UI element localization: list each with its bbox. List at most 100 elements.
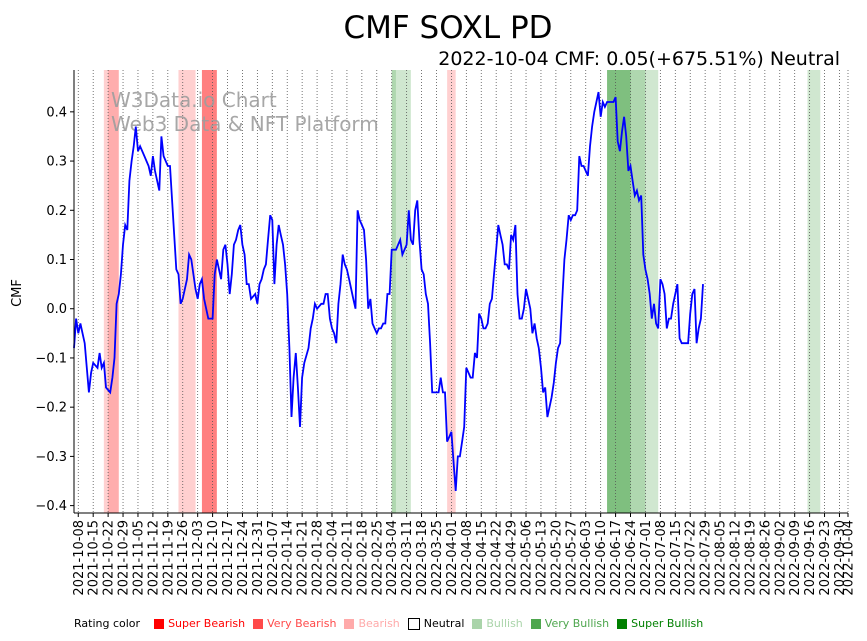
legend-swatch [617, 618, 628, 629]
x-tick-label: 2022-04-15 [475, 520, 490, 596]
x-tick-label: 2022-01-28 [311, 520, 326, 596]
x-tick-label: 2021-12-31 [251, 520, 266, 596]
y-axis-ticks: −0.4 −0.3 −0.2 −0.1 0.0 0.1 0.2 0.3 0.4 [35, 105, 74, 514]
legend-item: Super Bearish [154, 617, 245, 630]
legend-item: Very Bearish [253, 617, 336, 630]
rating-band [395, 70, 411, 513]
y-tick-label: 0.0 [46, 302, 67, 317]
x-tick-label: 2022-08-26 [758, 520, 773, 596]
x-tick-label: 2021-10-15 [87, 520, 102, 596]
rating-band [607, 70, 631, 513]
x-tick-label: 2022-07-01 [639, 520, 654, 596]
axes [73, 70, 848, 514]
rating-band [201, 70, 217, 513]
legend-item: Bearish [344, 617, 400, 630]
vertical-grid [77, 70, 849, 513]
x-tick-label: 2022-04-29 [505, 520, 520, 596]
x-tick-label: 2022-02-04 [326, 520, 341, 596]
x-tick-label: 2022-02-11 [340, 520, 355, 596]
x-tick-label: 2021-10-22 [102, 520, 117, 596]
legend-item: Very Bullish [530, 617, 609, 630]
x-tick-label: 2021-12-10 [206, 520, 221, 596]
x-tick-label: 2022-06-10 [594, 520, 609, 596]
x-tick-label: 2022-07-15 [669, 520, 684, 596]
x-tick-label: 2022-09-02 [773, 520, 788, 596]
legend-swatch [253, 618, 264, 629]
rating-band [807, 70, 821, 513]
y-tick-label: −0.3 [35, 450, 67, 465]
x-tick-label: 2021-10-29 [117, 520, 132, 596]
y-tick-label: −0.4 [35, 499, 67, 514]
legend-items: Super Bearish Very Bearish Bearish Neutral B… [154, 617, 711, 630]
y-tick-label: 0.2 [46, 204, 67, 219]
legend-item-label: Super Bullish [631, 617, 704, 630]
x-tick-label: 2022-09-09 [788, 520, 803, 596]
x-tick-label: 2022-03-04 [385, 520, 400, 596]
x-tick-label: 2021-12-03 [191, 520, 206, 596]
rating-band [447, 70, 456, 513]
x-tick-label: 2022-04-01 [445, 520, 460, 596]
x-tick-label: 2021-12-17 [221, 520, 236, 596]
x-tick-label: 2022-09-30 [833, 520, 848, 596]
legend-item-label: Bullish [486, 617, 523, 630]
rating-band [391, 70, 396, 513]
x-tick-label: 2022-05-13 [534, 520, 549, 596]
x-tick-label: 2022-07-22 [684, 520, 699, 596]
x-tick-label: 2022-06-24 [624, 520, 639, 596]
rating-bands [103, 70, 821, 513]
watermark: W3Data.io Chart Web3 Data & NFT Platform [111, 88, 379, 136]
legend-item-label: Super Bearish [168, 617, 246, 630]
x-tick-label: 2022-07-29 [699, 520, 714, 596]
x-tick-label: 2022-08-12 [728, 520, 743, 596]
legend-item-label: Very Bearish [267, 617, 337, 630]
x-tick-label: 2022-03-18 [415, 520, 430, 596]
x-tick-label: 2022-06-17 [609, 520, 624, 596]
x-tick-label: 2022-08-05 [714, 520, 729, 596]
x-tick-label: 2021-10-08 [72, 520, 87, 596]
x-tick-label: 2021-11-05 [131, 520, 146, 596]
x-tick-label: 2022-03-11 [400, 520, 415, 596]
x-tick-label: 2021-11-26 [176, 520, 191, 596]
y-tick-label: −0.1 [35, 351, 67, 366]
x-tick-label: 2022-05-27 [564, 520, 579, 596]
x-axis-ticks: 2021-10-08 2021-10-15 2021-10-22 2021-10-29… [72, 513, 857, 596]
x-tick-label: 2022-01-14 [281, 520, 296, 596]
rating-band [645, 70, 659, 513]
legend-swatch [154, 618, 165, 629]
legend-item: Neutral [407, 617, 465, 630]
y-axis-label: CMF [10, 279, 25, 307]
legend-swatch [344, 618, 355, 629]
x-tick-label: 2022-02-18 [355, 520, 370, 596]
legend-item: Bullish [472, 617, 523, 630]
x-tick-label: 2022-04-22 [490, 520, 505, 596]
chart-subtitle: 2022-10-04 CMF: 0.05(+675.51%) Neutral [438, 48, 840, 70]
x-tick-label: 2022-09-16 [803, 520, 818, 596]
legend-item-label: Neutral [423, 617, 465, 630]
x-tick-label: 2022-09-23 [818, 520, 833, 596]
x-tick-label: 2021-11-12 [146, 520, 161, 596]
x-tick-label: 2022-01-07 [266, 520, 281, 596]
x-tick-label: 2021-11-19 [161, 520, 176, 596]
rating-band [630, 70, 646, 513]
y-tick-label: 0.4 [46, 105, 67, 120]
x-tick-label: 2022-06-03 [579, 520, 594, 596]
legend-label: Rating color [74, 617, 141, 630]
x-tick-label: 2022-02-25 [370, 520, 385, 596]
x-tick-label: 2022-04-08 [460, 520, 475, 596]
x-tick-label: 2022-08-19 [743, 520, 758, 596]
x-tick-label: 2022-07-08 [654, 520, 669, 596]
x-tick-label: 2022-10-04 [842, 520, 857, 596]
watermark-line: Web3 Data & NFT Platform [111, 112, 379, 136]
legend-item-label: Bearish [358, 617, 400, 630]
y-tick-label: 0.1 [46, 253, 67, 268]
rating-band [178, 70, 196, 513]
x-tick-label: 2022-03-25 [430, 520, 445, 596]
y-tick-label: −0.2 [35, 401, 67, 416]
rating-band [108, 70, 119, 513]
x-tick-label: 2022-05-20 [549, 520, 564, 596]
legend-item: Super Bullish [617, 617, 703, 630]
legend-swatch [472, 618, 483, 629]
legend-swatch [530, 618, 541, 629]
chart-title: CMF SOXL PD [343, 10, 552, 46]
